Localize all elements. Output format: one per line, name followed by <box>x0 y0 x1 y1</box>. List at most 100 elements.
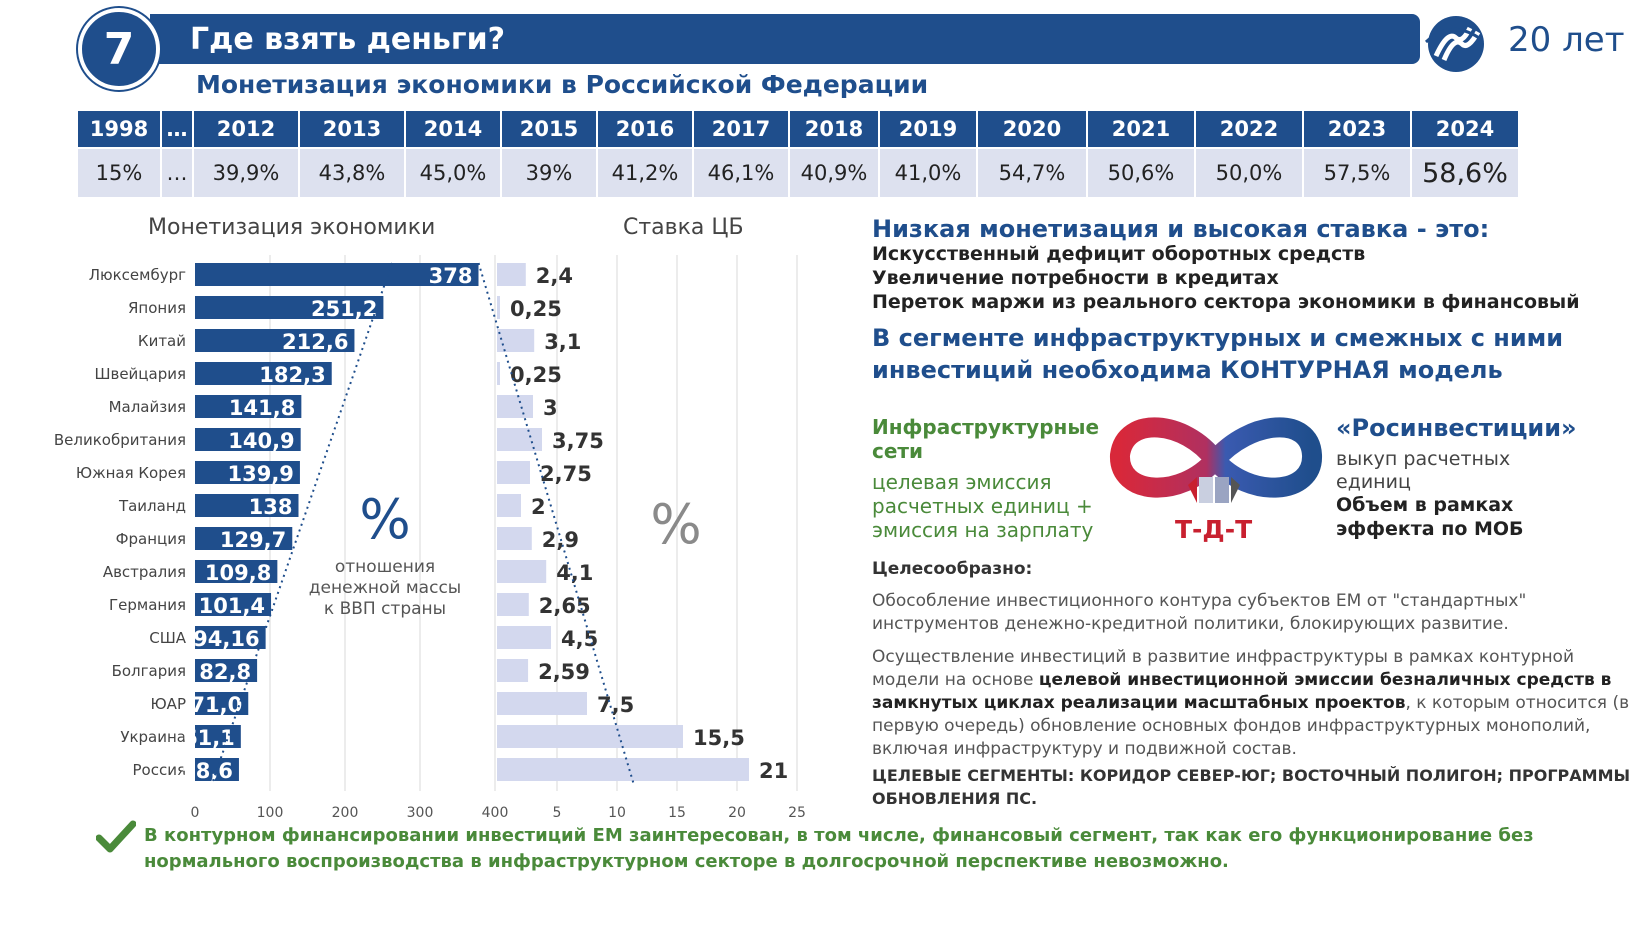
x-tick-label: 20 <box>728 805 746 821</box>
bar <box>195 527 293 550</box>
bar <box>497 362 500 385</box>
category-label: Германия <box>109 596 186 614</box>
contour-model-heading: В сегменте инфраструктурных и смежных с … <box>872 324 1564 384</box>
value-cell: 39,9% <box>194 149 298 197</box>
infinity-loop-icon <box>1110 417 1322 503</box>
value-cell: 41,0% <box>880 149 976 197</box>
paragraph-isolation: Обособление инвестиционного контура субъ… <box>872 591 1527 634</box>
bar <box>497 692 587 715</box>
infra-desc: целевая эмиссия расчетных единиц + эмисс… <box>872 470 1094 542</box>
value-cell: 57,5% <box>1304 149 1410 197</box>
x-tick-label: 10 <box>608 805 626 821</box>
bar <box>195 395 302 418</box>
bar <box>195 461 300 484</box>
bar <box>497 659 529 682</box>
bar <box>195 626 266 649</box>
bar-value-label: 0,25 <box>510 297 562 321</box>
bar-value-label: 7,5 <box>597 693 634 717</box>
charts-svg: 0 100 200 300 400 5 10 15 20 25 Люксембург 378 2,4 Яп… <box>54 255 806 821</box>
bar <box>497 296 500 319</box>
bar-value-label: 212,6 <box>282 330 348 354</box>
bar-value-label: 0,25 <box>510 363 562 387</box>
footer-conclusion: В контурном финансировании инвестиций ЕМ… <box>144 825 1534 872</box>
bar <box>195 329 355 352</box>
bar-value-label: 4,5 <box>561 627 598 651</box>
category-label: Китай <box>138 332 186 350</box>
bar-value-label: 129,7 <box>220 528 286 552</box>
paragraph-text: Осуществление инвестиций в развитие инфр… <box>872 647 1575 690</box>
year-cell: 2015 <box>502 111 596 147</box>
year-cell: 2019 <box>880 111 976 147</box>
year-cell: 2016 <box>598 111 692 147</box>
trendline <box>211 262 393 784</box>
bar-value-label: 251,2 <box>311 297 377 321</box>
bar <box>497 725 683 748</box>
bar <box>195 659 258 682</box>
table-value-row: 15% … 39,9% 43,8% 45,0% 39% 41,2% 46,1% … <box>78 149 1518 197</box>
logo-text: 20 лет <box>1508 20 1625 60</box>
percent-symbol: % <box>359 488 410 551</box>
x-tick-label: 100 <box>257 805 284 821</box>
bar <box>497 494 521 517</box>
infra-title: Инфраструктурные сети <box>872 415 1100 463</box>
x-tick-label: 300 <box>407 805 434 821</box>
trendline <box>477 262 635 784</box>
slide-number-badge: 7 <box>78 8 160 90</box>
bar <box>195 692 249 715</box>
category-label: США <box>149 629 187 647</box>
value-cell: 39% <box>502 149 596 197</box>
bar <box>497 461 530 484</box>
right-heading: Низкая монетизация и высокая ставка - эт… <box>872 215 1490 243</box>
bar <box>195 593 272 616</box>
target-segments: ЦЕЛЕВЫЕ СЕГМЕНТЫ: КОРИДОР СЕВЕР-ЮГ; ВОСТ… <box>872 766 1631 808</box>
bar <box>195 263 479 286</box>
bar <box>195 428 301 451</box>
value-cell: 50,6% <box>1088 149 1194 197</box>
category-label: ЮАР <box>150 695 186 713</box>
rosinvest-volume: Объем в рамках эффекта по МОБ <box>1336 494 1524 540</box>
bar-value-label: 82,8 <box>199 660 251 684</box>
category-label: Малайзия <box>109 398 186 416</box>
bar <box>195 494 299 517</box>
bar <box>497 395 533 418</box>
category-label: Украина <box>120 728 186 746</box>
bar-value-label: 2 <box>531 495 546 519</box>
bar-value-label: 140,9 <box>228 429 294 453</box>
category-label: Великобритания <box>54 431 186 449</box>
category-label: Таиланд <box>118 497 186 515</box>
category-label: Швейцария <box>94 365 186 383</box>
value-cell: 40,9% <box>790 149 878 197</box>
bar <box>195 725 241 748</box>
x-tick-label: 200 <box>332 805 359 821</box>
category-label: Россия <box>133 761 187 779</box>
year-cell: 2022 <box>1196 111 1302 147</box>
rosinvest-title: «Росинвестиции» <box>1336 414 1577 442</box>
checkmark-icon <box>96 820 136 853</box>
year-cell: … <box>162 111 192 147</box>
category-label: Япония <box>128 299 186 317</box>
monetization-chart-title: Монетизация экономики <box>148 215 436 240</box>
year-cell: 2021 <box>1088 111 1194 147</box>
bar <box>497 758 749 781</box>
bar-value-label: 21 <box>759 759 788 783</box>
bar-value-label: 2,65 <box>539 594 591 618</box>
category-label: Южная Корея <box>76 464 186 482</box>
company-logo-icon <box>1424 16 1484 72</box>
bar <box>195 362 332 385</box>
year-cell: 2017 <box>694 111 788 147</box>
year-cell: 2024 <box>1412 111 1518 147</box>
bar-value-label: 2,75 <box>540 462 592 486</box>
table-header-row: 1998 … 2012 2013 2014 2015 2016 2017 201… <box>78 111 1518 147</box>
value-cell: 54,7% <box>978 149 1086 197</box>
paragraph-emphasis: целевой инвестиционной эмиссии безналичн… <box>872 670 1612 713</box>
bar <box>497 263 526 286</box>
expedient-heading: Целесообразно: <box>872 559 1033 579</box>
percent-symbol: % <box>650 493 701 556</box>
consequence-item: Увеличение потребности в кредитах <box>872 267 1279 289</box>
value-cell: 45,0% <box>406 149 500 197</box>
year-cell: 2023 <box>1304 111 1410 147</box>
value-cell: 50,0% <box>1196 149 1302 197</box>
category-label: Австралия <box>103 563 186 581</box>
bar-value-label: 15,5 <box>693 726 745 750</box>
bar-value-label: 2,4 <box>536 264 573 288</box>
